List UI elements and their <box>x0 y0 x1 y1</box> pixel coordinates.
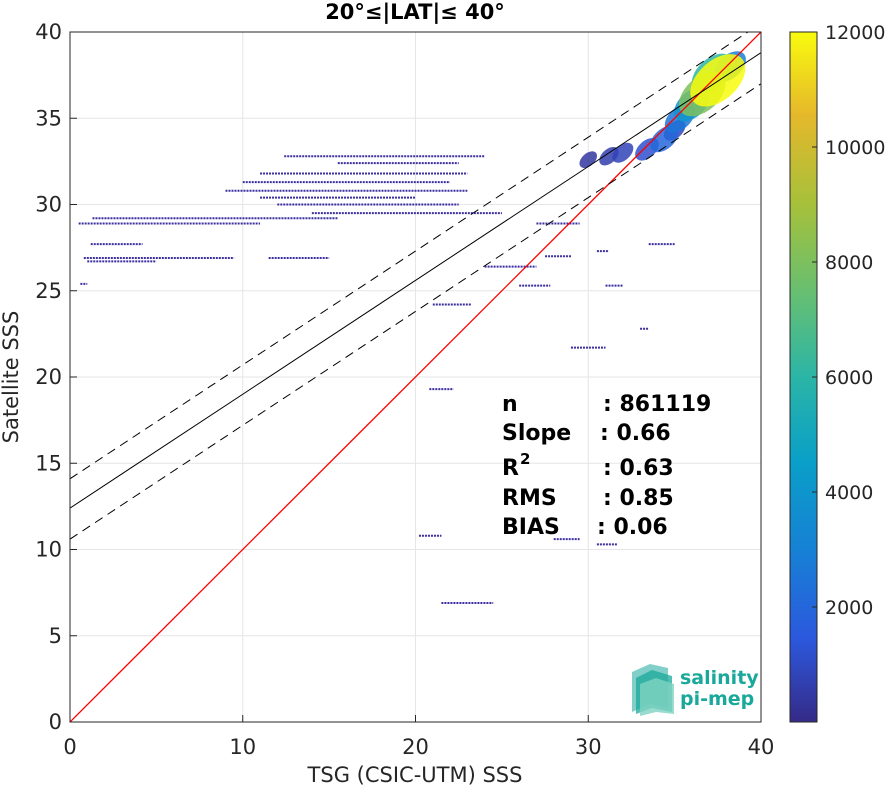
stat-value-r2: : 0.63 <box>603 456 674 481</box>
wave-icon <box>632 664 674 716</box>
x-axis: 0 10 20 30 40 <box>63 715 774 759</box>
density-segments <box>78 155 675 604</box>
x-tick-label: 20 <box>402 735 429 759</box>
y-tick-label: 5 <box>49 624 62 648</box>
stat-value-bias: : 0.06 <box>597 515 668 540</box>
y-tick-label: 0 <box>49 710 62 734</box>
line-fit <box>70 83 761 540</box>
line-fit <box>70 32 749 480</box>
stat-value-n: : 861119 <box>603 392 711 417</box>
colorbar-tick-label: 4000 <box>825 482 873 504</box>
stat-label-n: n <box>502 392 518 417</box>
density-blob <box>690 54 746 107</box>
colorbar-tick-label: 12000 <box>825 22 885 44</box>
y-tick-label: 35 <box>35 106 62 130</box>
y-tick-label: 25 <box>35 279 62 303</box>
stat-label-rms: RMS <box>502 486 557 511</box>
stats-box: n : 861119 Slope : 0.66 R 2 : 0.63 RMS :… <box>502 392 711 540</box>
y-tick-label: 40 <box>35 20 62 44</box>
y-axis-label: Satellite SSS <box>0 311 23 444</box>
colorbar-ticks: 2000 4000 6000 8000 10000 12000 <box>812 22 885 619</box>
y-axis: 0 5 10 15 20 25 30 35 40 <box>35 20 77 734</box>
colorbar-tick-label: 2000 <box>825 597 873 619</box>
colorbar-tick-label: 8000 <box>825 252 873 274</box>
colorbar-tick-label: 6000 <box>825 367 873 389</box>
stat-value-rms: : 0.85 <box>603 486 674 511</box>
stat-label-slope: Slope <box>502 421 571 446</box>
y-tick-label: 30 <box>35 193 62 217</box>
logo-line-1: salinity <box>680 667 759 689</box>
x-tick-label: 0 <box>63 735 76 759</box>
line-fit <box>70 52 761 509</box>
x-tick-label: 30 <box>575 735 602 759</box>
stat-value-slope: : 0.66 <box>600 421 671 446</box>
chart-title: 20°≤|LAT|≤ 40° <box>325 0 505 25</box>
x-tick-label: 10 <box>229 735 256 759</box>
salinity-pi-mep-logo: salinity pi-mep <box>632 664 759 716</box>
stat-label-r2: R <box>502 456 519 481</box>
density-cloud <box>579 51 746 169</box>
stat-label-r2-superscript: 2 <box>520 450 530 468</box>
line-1-1 <box>70 32 761 722</box>
y-tick-label: 10 <box>35 538 62 562</box>
y-tick-label: 15 <box>35 451 62 475</box>
regression-lines <box>70 32 761 722</box>
y-tick-label: 20 <box>35 365 62 389</box>
colorbar-tick-label: 10000 <box>825 137 885 159</box>
stat-label-bias: BIAS <box>502 515 560 540</box>
logo-line-2: pi-mep <box>680 688 754 710</box>
x-tick-label: 40 <box>748 735 775 759</box>
x-axis-label: TSG (CSIC-UTM) SSS <box>307 763 523 787</box>
